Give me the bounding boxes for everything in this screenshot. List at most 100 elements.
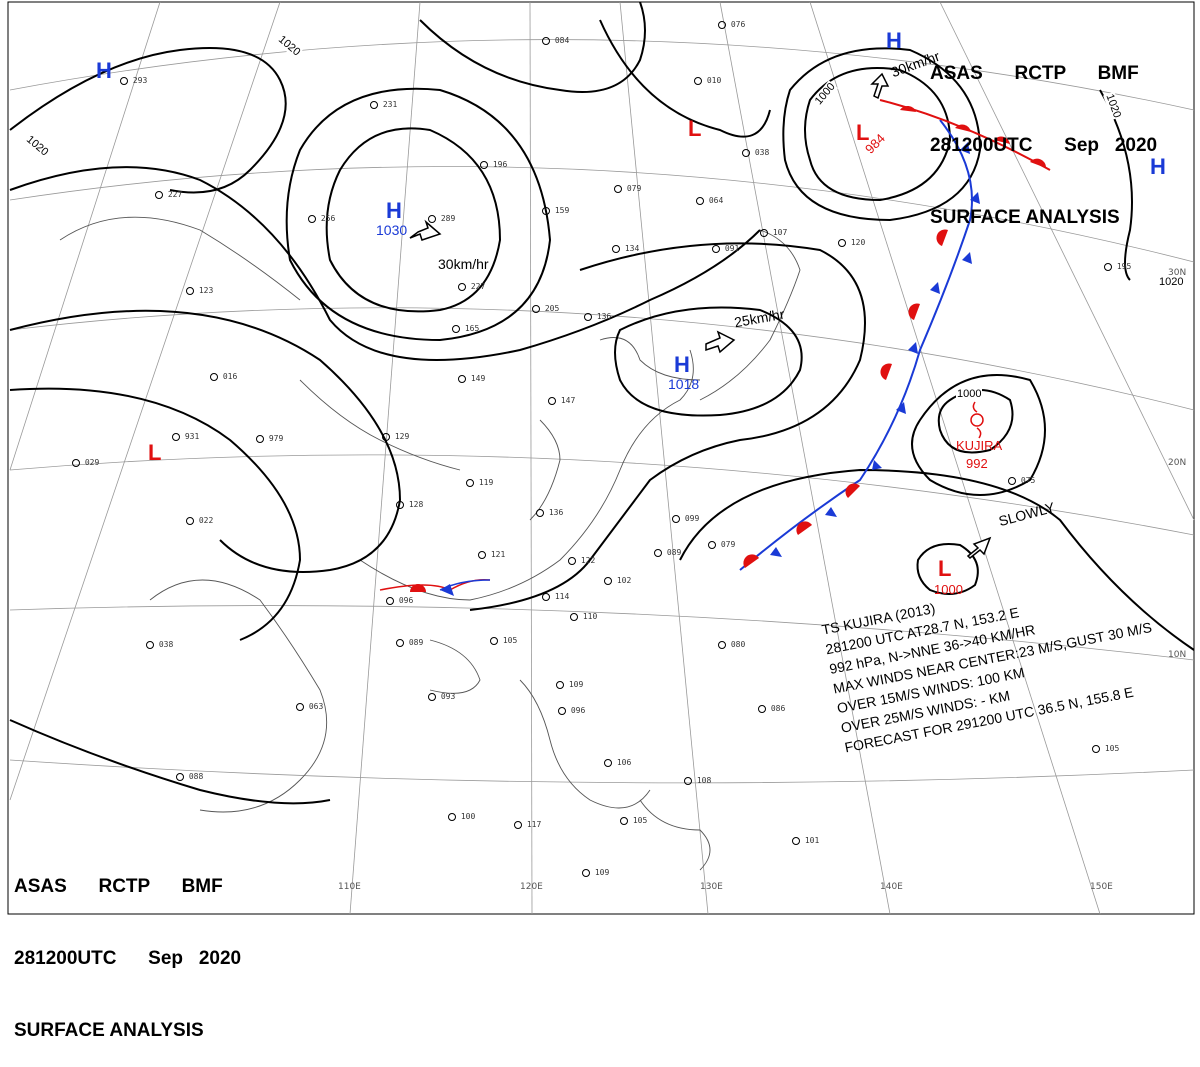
- station-plot: 016: [210, 372, 237, 381]
- station-circle-icon: [758, 704, 766, 713]
- station-pressure: 293: [128, 76, 148, 85]
- station-circle-icon: [760, 228, 768, 237]
- station-plot: 120: [838, 238, 865, 247]
- header-top-product: ASAS: [930, 63, 983, 84]
- lon-line-150e: [809, 1, 1101, 915]
- typhoon-pressure: 992: [966, 456, 988, 471]
- isobar-north-low: [599, 19, 771, 138]
- station-pressure: 096: [566, 706, 586, 715]
- station-circle-icon: [542, 206, 550, 215]
- station-circle-icon: [458, 282, 466, 291]
- low-se: L: [938, 556, 952, 581]
- coast-taiwan-hainan: [429, 639, 481, 694]
- high-center: H: [386, 198, 402, 223]
- station-circle-icon: [428, 692, 436, 701]
- arrow-low-984: [870, 72, 890, 100]
- station-pressure: 105: [1100, 744, 1120, 753]
- station-circle-icon: [490, 636, 498, 645]
- isobar-1004-typhoon: [911, 374, 1046, 496]
- station-plot: 106: [604, 758, 631, 767]
- station-circle-icon: [396, 500, 404, 509]
- high-center-value: 1030: [376, 222, 408, 238]
- lon-label-110e: 110E: [338, 882, 361, 892]
- station-plot: 076: [718, 20, 745, 29]
- station-pressure: 121: [486, 550, 506, 559]
- lat-line-25n: [9, 307, 1195, 411]
- station-plot: 931: [172, 432, 199, 441]
- station-circle-icon: [532, 304, 540, 313]
- station-pressure: 159: [550, 206, 570, 215]
- station-circle-icon: [382, 432, 390, 441]
- station-plot: 227: [458, 282, 485, 291]
- station-plot: 979: [256, 434, 283, 443]
- station-plot: 010: [694, 76, 721, 85]
- motion-arrows: [409, 72, 992, 560]
- station-plot: 114: [542, 592, 569, 601]
- station-circle-icon: [604, 758, 612, 767]
- arrow-low-1000: [966, 536, 992, 560]
- station-pressure: 136: [544, 508, 564, 517]
- station-plot: 205: [532, 304, 559, 313]
- station-pressure: 136: [592, 312, 612, 321]
- lat-line-30n: [9, 166, 1195, 263]
- station-plot: 123: [186, 286, 213, 295]
- station-circle-icon: [536, 508, 544, 517]
- station-pressure: 129: [390, 432, 410, 441]
- isobar-label-1020-se: 1020: [1158, 276, 1185, 288]
- header-top: ASAS RCTP BMF 281200UTC Sep 2020 SURFACE…: [930, 14, 1157, 254]
- header-bottom: ASAS RCTP BMF 281200UTC Sep 2020 SURFACE…: [14, 827, 241, 1067]
- lon-line-160e: [939, 1, 1195, 521]
- station-plot: 289: [428, 214, 455, 223]
- station-pressure: 089: [404, 638, 424, 647]
- isobar-1020-west: [9, 166, 761, 361]
- station-plot: 122: [568, 556, 595, 565]
- station-pressure: 122: [576, 556, 596, 565]
- isobar-1014: [469, 242, 866, 611]
- station-plot: 231: [370, 100, 397, 109]
- station-plot: 063: [296, 702, 323, 711]
- station-plot: 093: [428, 692, 455, 701]
- station-pressure: 128: [404, 500, 424, 509]
- station-circle-icon: [296, 702, 304, 711]
- station-plot: 107: [760, 228, 787, 237]
- station-circle-icon: [612, 244, 620, 253]
- station-pressure: 016: [218, 372, 238, 381]
- isobar-1008-south: [9, 719, 331, 805]
- station-plot: 089: [654, 548, 681, 557]
- station-pressure: 134: [620, 244, 640, 253]
- front-main: [739, 119, 980, 571]
- station-circle-icon: [792, 836, 800, 845]
- station-circle-icon: [386, 596, 394, 605]
- latitude-lines: [9, 39, 1195, 784]
- station-circle-icon: [696, 196, 704, 205]
- station-plot: 101: [792, 836, 819, 845]
- low-se-value: 1000: [934, 582, 963, 597]
- station-pressure: 102: [612, 576, 632, 585]
- isobar-1000-typhoon: [937, 389, 1014, 454]
- low-west: L: [148, 440, 162, 465]
- station-pressure: 096: [394, 596, 414, 605]
- lon-label-130e: 130E: [700, 882, 723, 892]
- station-plot: 084: [542, 36, 569, 45]
- lon-line-110e: [349, 1, 421, 915]
- station-plot: 086: [758, 704, 785, 713]
- station-circle-icon: [514, 820, 522, 829]
- station-plot: 121: [478, 550, 505, 559]
- station-plot: 079: [614, 184, 641, 193]
- station-circle-icon: [1092, 744, 1100, 753]
- coast-china: [359, 349, 694, 601]
- lon-line-120e: [529, 1, 533, 915]
- station-pressure: 256: [316, 214, 336, 223]
- station-plot: 136: [584, 312, 611, 321]
- lon-label-150e: 150E: [1090, 882, 1113, 892]
- station-pressure: 147: [556, 396, 576, 405]
- high-japan-value: 1018: [668, 376, 700, 392]
- coast-yellow-sea: [529, 419, 561, 521]
- station-circle-icon: [210, 372, 218, 381]
- header-bottom-title: SURFACE ANALYSIS: [14, 1020, 204, 1041]
- lat-label-10n: 10N: [1168, 650, 1187, 660]
- station-pressure: 010: [702, 76, 722, 85]
- station-circle-icon: [72, 458, 80, 467]
- isobar-1010-west: [9, 387, 302, 641]
- station-plot: 147: [548, 396, 575, 405]
